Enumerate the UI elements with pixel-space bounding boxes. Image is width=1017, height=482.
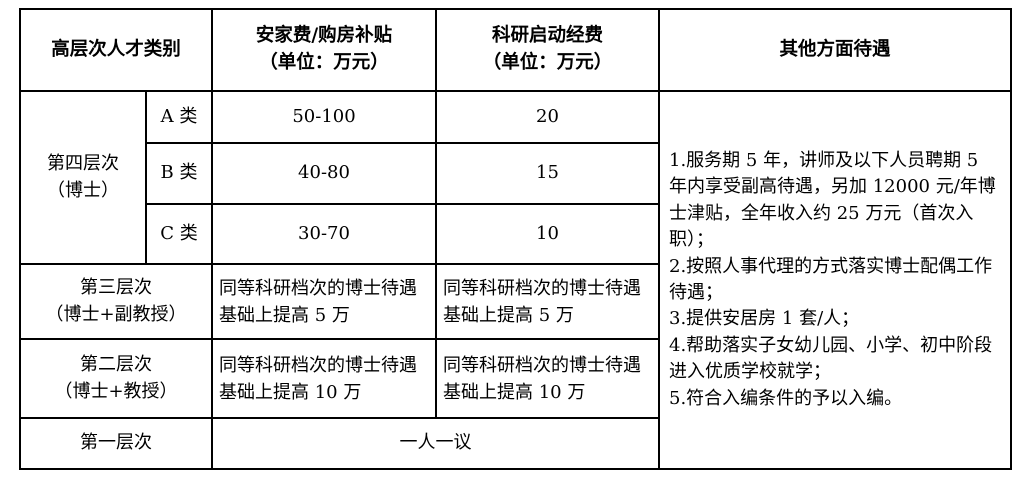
tier4-class-c-research-fund: 10 bbox=[435, 203, 660, 265]
tier4-class-a-row: 第四层次 （博士） A 类 50-100 20 1.服务期 5 年，讲师及以下人… bbox=[19, 90, 1012, 470]
tier4-class-c-name: C 类 bbox=[145, 203, 213, 265]
tier2-settlement: 同等科研档次的博士待遇基础上提高 10 万 bbox=[211, 338, 437, 419]
talent-benefits-table: 高层次人才类别 安家费/购房补贴 （单位：万元） 科研启动经费 （单位：万元） … bbox=[19, 8, 1012, 470]
tier4-class-a-research-fund: 20 bbox=[435, 90, 660, 144]
tier2-research-fund: 同等科研档次的博士待遇基础上提高 10 万 bbox=[435, 338, 660, 419]
tier4-class-b-name: B 类 bbox=[145, 142, 213, 205]
tier4-class-b-research-fund: 15 bbox=[435, 142, 660, 205]
tier3-settlement: 同等科研档次的博士待遇基础上提高 5 万 bbox=[211, 263, 437, 340]
tier4-class-b-row: B 类 40-80 15 bbox=[20, 142, 1011, 205]
tier3-label: 第三层次 （博士+副教授） bbox=[19, 263, 213, 340]
header-other-benefits: 其他方面待遇 bbox=[658, 8, 1012, 92]
tier3-research-fund: 同等科研档次的博士待遇基础上提高 5 万 bbox=[435, 263, 660, 340]
tier2-row: 第二层次 （博士+教授） 同等科研档次的博士待遇基础上提高 10 万 同等科研档… bbox=[19, 338, 1011, 419]
tier1-label: 第一层次 bbox=[19, 417, 213, 470]
tier4-class-a-settlement: 50-100 bbox=[211, 90, 437, 144]
tier4-class-c-settlement: 30-70 bbox=[211, 203, 437, 265]
tier4-class-b-settlement: 40-80 bbox=[211, 142, 437, 205]
tier4-class-c-row: C 类 30-70 10 bbox=[20, 203, 1011, 265]
tier3-row: 第三层次 （博士+副教授） 同等科研档次的博士待遇基础上提高 5 万 同等科研档… bbox=[19, 263, 1011, 340]
tier2-label: 第二层次 （博士+教授） bbox=[19, 338, 213, 419]
tier4-class-a-name: A 类 bbox=[145, 90, 213, 144]
other-benefits-cell: 1.服务期 5 年，讲师及以下人员聘期 5 年内享受副高待遇，另加 12000 … bbox=[658, 90, 1012, 470]
tier1-negotiated: 一人一议 bbox=[211, 417, 660, 470]
tier4-label: 第四层次 （博士） bbox=[19, 90, 147, 265]
tier1-row: 第一层次 一人一议 bbox=[19, 417, 1011, 470]
header-talent-category: 高层次人才类别 bbox=[19, 8, 213, 92]
header-research-startup-fund: 科研启动经费 （单位：万元） bbox=[435, 8, 660, 92]
header-row: 高层次人才类别 安家费/购房补贴 （单位：万元） 科研启动经费 （单位：万元） … bbox=[19, 8, 1012, 92]
header-settlement-subsidy: 安家费/购房补贴 （单位：万元） bbox=[211, 8, 437, 92]
